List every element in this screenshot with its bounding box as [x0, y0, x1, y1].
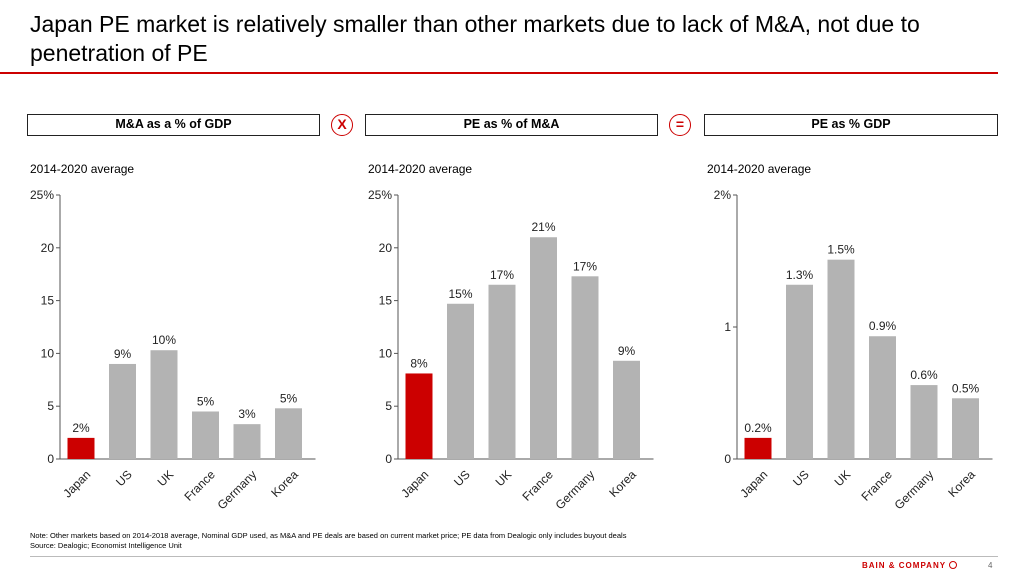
- bar-france: [530, 237, 557, 459]
- y-tick-label: 10: [379, 346, 393, 360]
- y-tick-label: 20: [379, 241, 393, 255]
- x-tick-label-uk: UK: [155, 467, 177, 489]
- x-tick-label-us: US: [113, 467, 135, 489]
- y-tick-label: 5: [47, 399, 54, 413]
- chart-pe-ma: 0 5 10 15 20 25% 8% Japan 15% US 17% UK 21% France 17%…: [368, 188, 654, 512]
- bar-uk: [150, 350, 178, 459]
- data-label-uk: 1.5%: [827, 243, 855, 257]
- chart3-subtitle: 2014-2020 average: [707, 162, 812, 176]
- x-tick-label-germany: Germany: [892, 467, 937, 512]
- x-tick-label-us: US: [790, 467, 812, 489]
- bar-uk: [827, 259, 855, 459]
- data-label-japan: 0.2%: [744, 421, 772, 435]
- x-tick-label-us: US: [451, 467, 473, 489]
- x-tick-label-japan: Japan: [737, 467, 770, 500]
- data-label-us: 1.3%: [786, 268, 814, 282]
- x-tick-label-uk: UK: [493, 467, 515, 489]
- chart-pe-gdp: 0 1 2% 0.2% Japan 1.3% US 1.5% UK 0.9% France 0.6% G…: [714, 188, 993, 512]
- data-label-japan: 8%: [410, 356, 428, 370]
- data-label-france: 21%: [531, 220, 555, 234]
- data-label-korea: 5%: [280, 391, 298, 405]
- data-label-uk: 17%: [490, 268, 514, 282]
- header-pe-gdp: PE as % GDP: [704, 114, 998, 136]
- y-tick-label: 2%: [714, 188, 732, 202]
- bar-germany: [910, 385, 938, 459]
- footnote-source: Source: Dealogic; Economist Intelligence…: [30, 541, 182, 550]
- bar-korea: [613, 360, 640, 459]
- bar-germany: [233, 424, 261, 459]
- data-label-uk: 10%: [152, 333, 176, 347]
- data-label-us: 15%: [448, 287, 472, 301]
- brand-name: BAIN & COMPANY: [862, 561, 947, 570]
- data-label-germany: 3%: [238, 407, 256, 421]
- multiply-operator-icon: X: [331, 114, 353, 136]
- header-pe-ma: PE as % of M&A: [365, 114, 658, 136]
- bar-us: [447, 303, 474, 459]
- title-divider: [0, 72, 998, 74]
- bar-us: [786, 284, 813, 459]
- bar-us: [109, 363, 136, 459]
- footnote-note: Note: Other markets based on 2014-2018 a…: [30, 531, 627, 540]
- chart2-subtitle: 2014-2020 average: [368, 162, 473, 176]
- y-tick-label: 10: [41, 346, 55, 360]
- x-tick-label-korea: Korea: [945, 467, 978, 500]
- x-tick-label-uk: UK: [832, 467, 854, 489]
- chart1-subtitle: 2014-2020 average: [30, 162, 135, 176]
- x-tick-label-japan: Japan: [398, 467, 431, 500]
- data-label-france: 0.9%: [869, 319, 897, 333]
- brand-logo: BAIN & COMPANY: [862, 560, 958, 570]
- bar-korea: [275, 408, 302, 459]
- bar-japan: [405, 373, 433, 459]
- chart-ma-gdp: 0 5 10 15 20 25% 2% Japan 9% US 10% UK 5% France 3% Ger…: [30, 188, 316, 512]
- y-tick-label: 25%: [30, 188, 54, 202]
- bar-uk: [488, 284, 516, 459]
- bar-japan: [67, 437, 95, 459]
- bar-japan: [744, 437, 772, 459]
- y-tick-label: 20: [41, 241, 55, 255]
- data-label-korea: 0.5%: [952, 381, 980, 395]
- x-tick-label-france: France: [182, 467, 219, 504]
- x-tick-label-japan: Japan: [60, 467, 93, 500]
- y-tick-label: 15: [41, 294, 55, 308]
- data-label-germany: 0.6%: [910, 368, 938, 382]
- y-tick-label: 0: [47, 452, 54, 466]
- data-label-france: 5%: [197, 394, 215, 408]
- data-label-us: 9%: [114, 347, 132, 361]
- data-label-japan: 2%: [72, 421, 90, 435]
- data-label-korea: 9%: [618, 344, 636, 358]
- footer-divider: [30, 556, 998, 557]
- y-tick-label: 15: [379, 294, 393, 308]
- page-title: Japan PE market is relatively smaller th…: [30, 11, 920, 66]
- equals-operator-icon: =: [669, 114, 691, 136]
- page-number: 4: [988, 561, 993, 570]
- y-tick-label: 25%: [368, 188, 392, 202]
- y-tick-label: 1: [724, 320, 731, 334]
- bar-germany: [571, 276, 599, 459]
- x-tick-label-france: France: [859, 467, 896, 504]
- y-tick-label: 5: [385, 399, 392, 413]
- brand-mark-icon: [949, 560, 958, 569]
- bar-france: [869, 336, 896, 459]
- x-tick-label-korea: Korea: [268, 467, 301, 500]
- x-tick-label-germany: Germany: [553, 467, 598, 512]
- footnote: Note: Other markets based on 2014-2018 a…: [30, 531, 930, 551]
- bar-france: [192, 411, 219, 459]
- y-tick-label: 0: [724, 452, 731, 466]
- header-ma-gdp: M&A as a % of GDP: [27, 114, 320, 136]
- data-label-germany: 17%: [573, 259, 597, 273]
- x-tick-label-korea: Korea: [606, 467, 639, 500]
- bar-korea: [952, 398, 979, 459]
- x-tick-label-france: France: [520, 467, 557, 504]
- y-tick-label: 0: [385, 452, 392, 466]
- x-tick-label-germany: Germany: [215, 467, 260, 512]
